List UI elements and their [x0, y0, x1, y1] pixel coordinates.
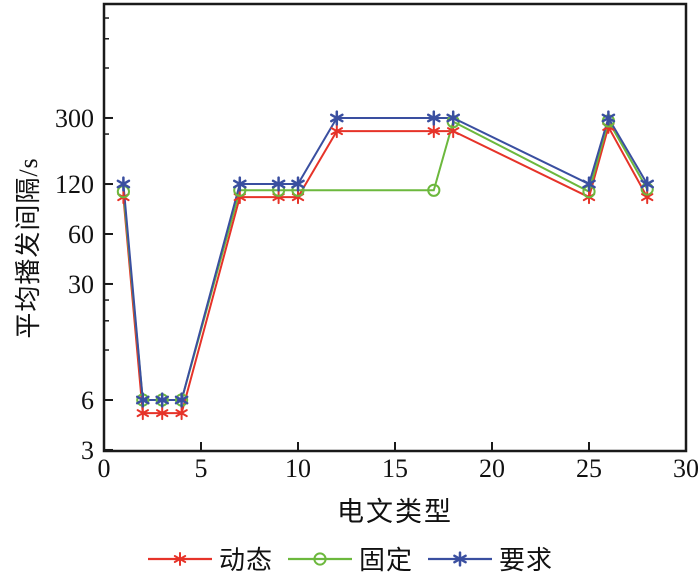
- x-tick-label: 20: [479, 454, 505, 483]
- data-point-marker: [601, 110, 616, 126]
- data-point-marker: [446, 110, 460, 126]
- data-point-marker: [427, 110, 441, 126]
- legend-item-fixed: 固定: [287, 540, 413, 576]
- data-point-marker: [330, 110, 344, 126]
- data-point-marker: [427, 183, 441, 197]
- x-tick-label: 0: [98, 454, 111, 483]
- series-line-2: [122, 115, 649, 401]
- data-point-marker: [291, 176, 305, 192]
- data-point-marker: [136, 406, 149, 421]
- data-point-marker: [136, 392, 150, 408]
- x-tick-label: 25: [576, 454, 602, 483]
- data-point-marker: [640, 176, 654, 192]
- data-point-marker: [271, 176, 286, 192]
- data-point-marker: [175, 406, 188, 421]
- data-point-marker: [313, 551, 327, 566]
- y-tick-label: 3: [81, 436, 94, 465]
- data-point-marker: [156, 406, 169, 421]
- data-point-marker: [453, 550, 467, 567]
- y-tick-label: 60: [68, 220, 94, 249]
- series-line-1: [122, 118, 649, 401]
- x-tick-label: 30: [673, 454, 699, 483]
- x-tick-label: 10: [285, 454, 311, 483]
- legend-label-fixed: 固定: [358, 546, 413, 575]
- data-point-marker: [174, 392, 189, 408]
- data-point-marker: [641, 190, 654, 205]
- y-tick-label: 120: [55, 170, 94, 199]
- data-point-marker: [173, 551, 187, 566]
- legend: 动态 固定 要求: [0, 540, 700, 576]
- data-point-marker: [116, 176, 131, 192]
- data-point-marker: [582, 176, 596, 192]
- legend-marker-dynamic-icon: [147, 551, 212, 566]
- legend-label-required: 要求: [499, 546, 554, 575]
- x-axis-label: 电文类型: [337, 497, 453, 527]
- y-tick-label: 30: [68, 270, 94, 299]
- x-tick-label: 5: [195, 454, 208, 483]
- y-tick-label: 300: [55, 104, 94, 133]
- x-tick-label: 15: [382, 454, 408, 483]
- data-point-marker: [330, 124, 343, 139]
- series-line-0: [122, 124, 649, 415]
- data-point-marker: [155, 392, 169, 408]
- data-point-marker: [427, 124, 440, 139]
- legend-marker-required-icon: [428, 550, 492, 567]
- y-axis-label: 平均播发间隔/s: [14, 157, 43, 339]
- legend-marker-fixed-icon: [287, 551, 352, 566]
- legend-label-dynamic: 动态: [218, 546, 273, 575]
- legend-item-dynamic: 动态: [147, 540, 273, 576]
- plot-border: [102, 2, 688, 453]
- data-point-marker: [233, 176, 247, 192]
- y-tick-label: 6: [81, 386, 94, 415]
- legend-item-required: 要求: [427, 540, 553, 576]
